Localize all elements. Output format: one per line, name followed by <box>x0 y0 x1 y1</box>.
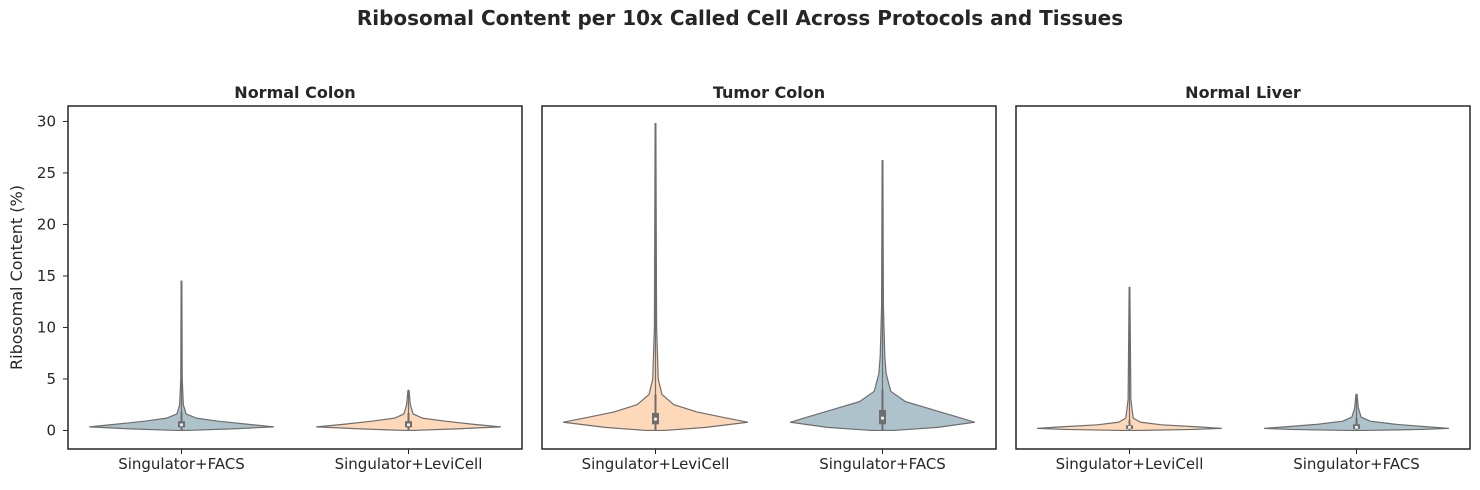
panel-title: Tumor Colon <box>713 83 825 102</box>
y-tick-label: 25 <box>37 164 56 182</box>
y-tick-label: 15 <box>37 267 56 285</box>
violin-median <box>880 416 885 420</box>
x-tick-label: Singulator+LeviCell <box>1056 455 1204 473</box>
y-tick-label: 10 <box>37 318 56 336</box>
panel-frame <box>1015 105 1471 450</box>
x-tick-label: Singulator+FACS <box>1293 455 1420 473</box>
violin-median <box>179 423 184 427</box>
x-tick-label: Singulator+LeviCell <box>335 455 483 473</box>
panel-frame <box>541 105 997 450</box>
violin-median <box>1354 425 1359 429</box>
x-tick-label: Singulator+LeviCell <box>582 455 730 473</box>
violin-median <box>653 417 658 421</box>
x-tick-label: Singulator+FACS <box>118 455 245 473</box>
panel-frame <box>67 105 523 450</box>
y-tick-label: 5 <box>46 370 56 388</box>
violin-median <box>1127 425 1132 429</box>
panel-title: Normal Liver <box>1185 83 1301 102</box>
panel-title: Normal Colon <box>234 83 355 102</box>
violin-median <box>406 423 411 427</box>
y-tick-label: 0 <box>46 421 56 439</box>
figure-title: Ribosomal Content per 10x Called Cell Ac… <box>356 6 1124 30</box>
y-tick-label: 20 <box>37 215 56 233</box>
x-tick-label: Singulator+FACS <box>819 455 946 473</box>
y-tick-label: 30 <box>37 112 56 130</box>
y-axis-label: Ribosomal Content (%) <box>7 185 26 370</box>
